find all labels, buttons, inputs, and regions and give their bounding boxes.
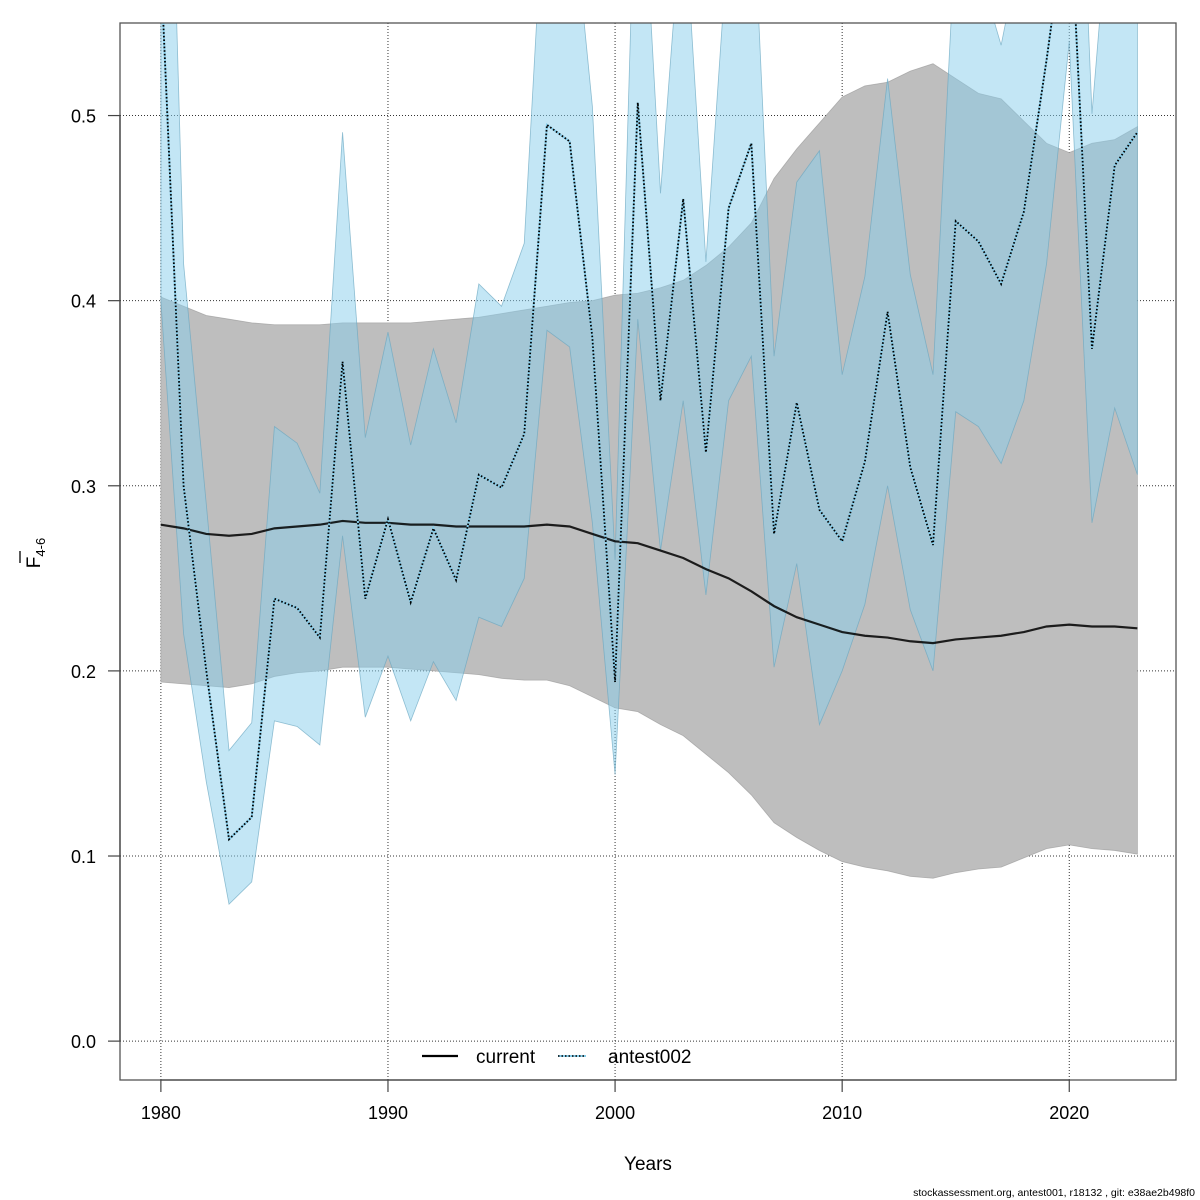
line-current bbox=[160, 519, 1138, 645]
legend-item-antest002: antest002 bbox=[558, 1047, 691, 1068]
x-tick-label-1990: 1990 bbox=[368, 1103, 408, 1123]
footer-credit: stockassessment.org, antest001, r18132 ,… bbox=[913, 1187, 1195, 1199]
svg-text:F4-6: F4-6 bbox=[24, 538, 48, 568]
y-axis: 0.0 0.1 0.2 0.3 0.4 0.5 bbox=[71, 107, 121, 1052]
y-tick-label-0.1: 0.1 bbox=[71, 847, 96, 867]
x-axis: 1980 1990 2000 2010 2020 bbox=[141, 1079, 1089, 1123]
legend-item-current: current bbox=[422, 1047, 536, 1068]
x-tick-label-2000: 2000 bbox=[595, 1103, 635, 1123]
x-tick-label-1980: 1980 bbox=[141, 1103, 181, 1123]
y-axis-title-main: F bbox=[24, 557, 45, 569]
legend-label-antest002: antest002 bbox=[608, 1047, 691, 1068]
confidence-bands bbox=[160, 23, 1138, 905]
band-antest002 bbox=[160, 23, 1138, 905]
y-axis-title-sub: 4-6 bbox=[33, 538, 48, 557]
y-tick-label-0.3: 0.3 bbox=[71, 477, 96, 497]
x-axis-title: Years bbox=[624, 1154, 672, 1175]
y-tick-label-0.4: 0.4 bbox=[71, 292, 96, 312]
y-tick-label-0.2: 0.2 bbox=[71, 662, 96, 682]
y-tick-label-0.0: 0.0 bbox=[71, 1032, 96, 1052]
line-antest002 bbox=[162, 23, 1139, 842]
x-tick-label-2020: 2020 bbox=[1049, 1103, 1089, 1123]
legend: current antest002 bbox=[422, 1047, 691, 1068]
y-axis-title: F4-6 bbox=[19, 538, 48, 568]
legend-label-current: current bbox=[476, 1047, 536, 1068]
x-tick-label-2010: 2010 bbox=[822, 1103, 862, 1123]
y-tick-label-0.5: 0.5 bbox=[71, 107, 96, 127]
series-lines bbox=[160, 23, 1139, 842]
